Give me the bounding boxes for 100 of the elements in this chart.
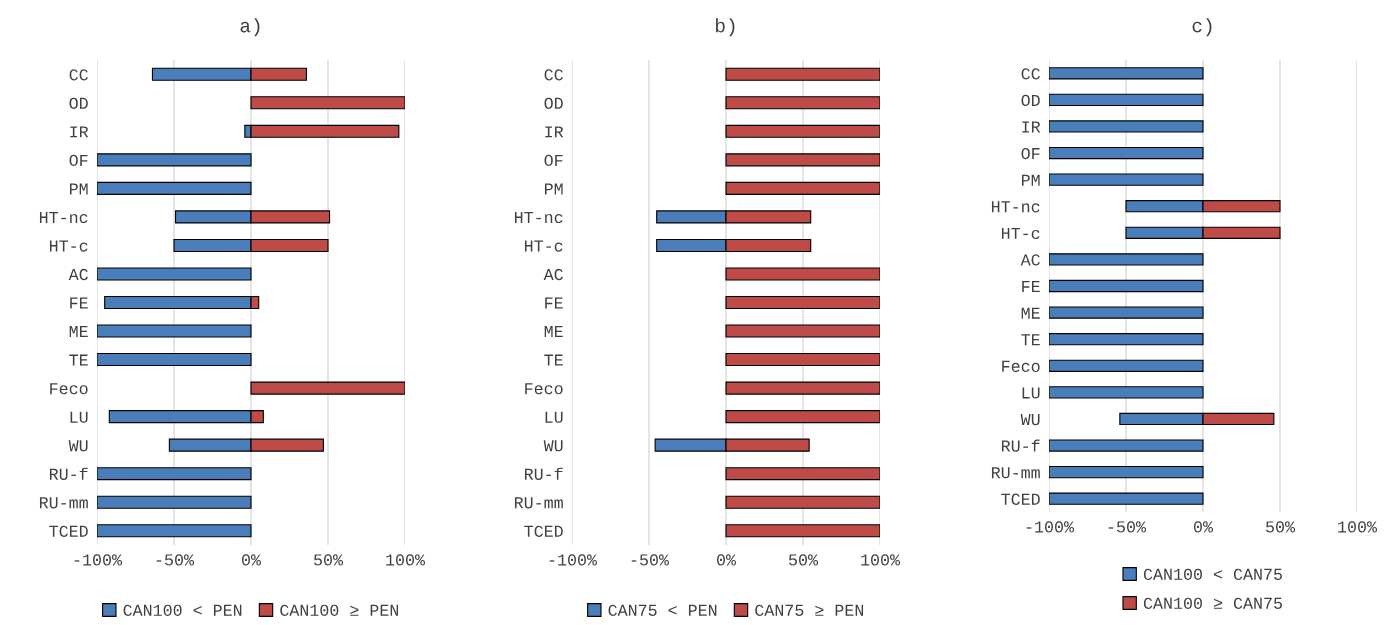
y-tick-label: HT-nc (514, 211, 563, 224)
y-tick-label: TE (69, 354, 88, 366)
y-tick-label: HT-c (524, 240, 563, 252)
bar (725, 153, 880, 167)
bar (1049, 386, 1204, 399)
legend-label: CAN100 ≥ PEN (280, 604, 399, 616)
bar (97, 267, 252, 281)
y-tick-label: FE (545, 297, 563, 309)
bar (250, 96, 405, 110)
bar (725, 295, 880, 310)
x-tick-label: 100% (861, 554, 901, 566)
bar (1049, 492, 1204, 505)
y-tick-label: RU-mm (991, 467, 1040, 479)
y-tick-label: ME (69, 326, 88, 338)
y-tick-label: HT-nc (39, 211, 88, 224)
bar (1049, 359, 1204, 372)
x-tick-label: 50% (314, 554, 344, 566)
y-tick-label: TCED (524, 525, 563, 537)
y-tick-label: CC (69, 69, 88, 81)
legend-label: CAN100 ≥ CAN75 (1143, 597, 1282, 609)
y-tick-label: HT-c (49, 240, 88, 252)
bar (725, 353, 880, 367)
y-tick-label: RU-mm (39, 497, 88, 509)
legend-label: CAN75 ≥ PEN (755, 604, 864, 616)
bar (1049, 146, 1204, 160)
y-tick-label: CC (1021, 68, 1040, 80)
bar (97, 467, 252, 481)
y-tick-label: IR (545, 126, 564, 138)
y-tick-label: OD (69, 97, 88, 109)
x-tick-label: 100% (1338, 521, 1378, 533)
y-tick-label: FE (1022, 281, 1040, 293)
bar (725, 124, 880, 138)
y-tick-label: LU (70, 411, 88, 423)
y-tick-label: CC (544, 69, 563, 81)
x-tick-label: 100% (386, 554, 426, 566)
bar (725, 324, 880, 338)
y-tick-label: FE (70, 297, 88, 309)
y-tick-label: PM (69, 183, 88, 195)
bar (250, 381, 405, 395)
y-tick-label: IR (1022, 121, 1041, 133)
bar (725, 67, 880, 81)
legend-label: CAN100 < PEN (123, 604, 242, 616)
bar (1049, 253, 1204, 266)
x-tick-label: 50% (1266, 521, 1296, 533)
y-tick-label: AC (1020, 254, 1040, 266)
x-tick-label: 0% (242, 554, 262, 566)
bar (97, 495, 252, 509)
y-tick-label: ME (1021, 307, 1040, 319)
y-tick-label: OF (69, 154, 88, 167)
y-tick-label: AC (543, 268, 563, 281)
bar (97, 181, 252, 195)
bar (725, 181, 880, 195)
y-tick-label: IR (70, 126, 89, 138)
y-tick-label: WU (1020, 414, 1040, 426)
y-tick-label: PM (1021, 174, 1040, 186)
x-tick-label: -100% (549, 554, 598, 566)
y-tick-label: RU-mm (514, 497, 563, 509)
bar (1049, 306, 1204, 319)
y-tick-label: Feco (525, 383, 563, 395)
bar (97, 524, 252, 538)
bar (1049, 173, 1204, 186)
legend-label: CAN100 < CAN75 (1143, 568, 1282, 581)
y-tick-label: TE (1021, 334, 1040, 346)
y-tick-label: RU-f (1001, 439, 1040, 452)
x-tick-label: 0% (1194, 521, 1214, 533)
y-tick-label: OF (544, 154, 563, 167)
chart-title: c) (1192, 18, 1212, 37)
bar (1049, 279, 1204, 293)
x-tick-label: 50% (789, 554, 819, 566)
bar (725, 410, 880, 424)
y-tick-label: OF (1021, 147, 1040, 160)
y-tick-label: OD (1021, 94, 1040, 107)
bar (1049, 333, 1204, 346)
bar (97, 324, 252, 338)
bar (725, 96, 880, 110)
y-tick-label: LU (545, 411, 563, 423)
bar (1049, 120, 1204, 133)
x-tick-label: -50% (156, 554, 195, 566)
bar (725, 267, 880, 281)
y-tick-label: Feco (50, 383, 88, 395)
y-tick-label: ME (544, 326, 563, 338)
y-tick-label: OD (544, 97, 563, 109)
chart-title: b) (716, 18, 735, 37)
x-tick-label: -50% (1108, 521, 1147, 533)
bar (97, 153, 252, 167)
x-tick-label: -100% (1026, 521, 1075, 533)
y-tick-label: TCED (1001, 493, 1040, 505)
bar (725, 381, 880, 395)
y-tick-label: LU (1022, 387, 1040, 399)
legend-label: CAN75 < PEN (608, 604, 717, 616)
y-tick-label: HT-nc (991, 201, 1040, 213)
y-tick-label: RU-f (524, 467, 563, 480)
y-tick-label: WU (68, 440, 88, 452)
y-tick-label: AC (68, 268, 88, 281)
y-tick-label: PM (544, 183, 563, 195)
bar (97, 353, 252, 367)
y-tick-label: Feco (1002, 360, 1040, 372)
y-tick-label: WU (543, 440, 563, 452)
bar (1049, 93, 1204, 107)
bar (725, 467, 880, 481)
